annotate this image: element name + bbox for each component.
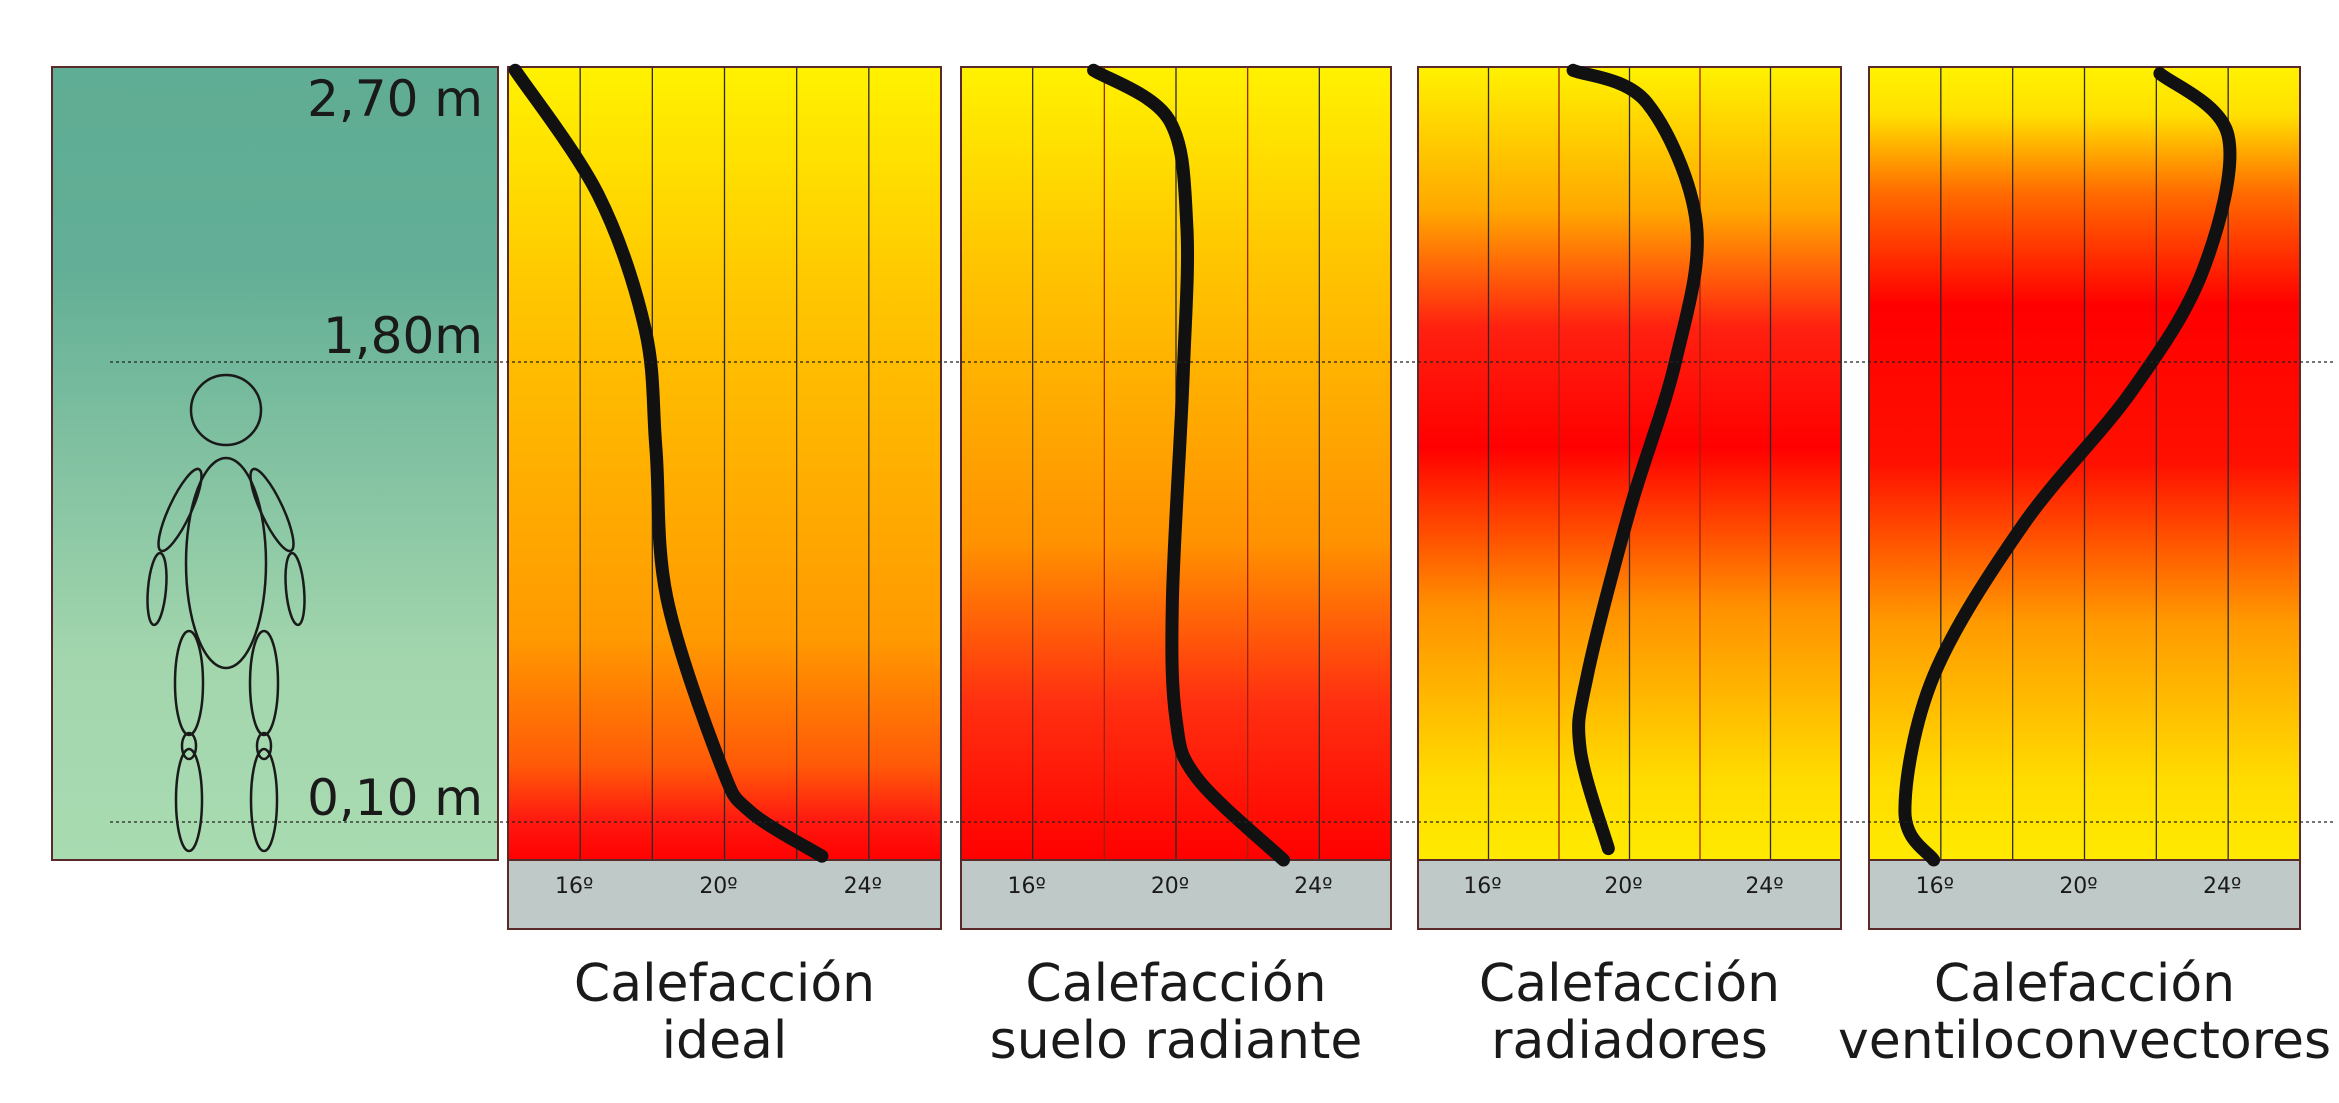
x-tick-label: 16º xyxy=(1916,874,1954,899)
x-axis-bar xyxy=(1417,859,1842,930)
height-reference-panel: 2,70 m 1,80m 0,10 m xyxy=(51,66,499,861)
chart-title-line2: ventiloconvectores xyxy=(1838,1011,2331,1071)
chart-title-line1: Calefacción xyxy=(1025,954,1326,1014)
x-axis-bar xyxy=(1868,859,2301,930)
chart-title-line2: radiadores xyxy=(1491,1011,1768,1071)
chart-title-line1: Calefacción xyxy=(1479,954,1780,1014)
x-tick-label: 24º xyxy=(1745,874,1783,899)
x-tick-label: 24º xyxy=(844,874,882,899)
height-label-2-70: 2,70 m xyxy=(307,70,483,128)
x-tick-label: 20º xyxy=(699,874,737,899)
x-tick-label: 20º xyxy=(1604,874,1642,899)
x-tick-label: 16º xyxy=(555,874,593,899)
height-label-0-10: 0,10 m xyxy=(307,769,483,827)
x-tick-label: 16º xyxy=(1463,874,1501,899)
x-axis-bar xyxy=(507,859,942,930)
temperature-curve xyxy=(1898,67,2237,867)
x-tick-label: 16º xyxy=(1007,874,1045,899)
temperature-curve xyxy=(1566,63,1704,856)
x-tick-label: 24º xyxy=(2203,874,2241,899)
height-label-1-80: 1,80m xyxy=(323,307,483,365)
chart-title-line2: ideal xyxy=(662,1011,788,1071)
human-figure-icon xyxy=(146,373,306,853)
x-axis-bar xyxy=(960,859,1392,930)
chart-title-line1: Calefacción xyxy=(574,954,875,1014)
x-tick-label: 20º xyxy=(1151,874,1189,899)
chart-title-line1: Calefacción xyxy=(1934,954,2235,1014)
chart-title-line2: suelo radiante xyxy=(990,1011,1363,1071)
temperature-curve xyxy=(508,63,829,863)
temperature-curve xyxy=(1087,63,1290,867)
x-tick-label: 20º xyxy=(2059,874,2097,899)
x-tick-label: 24º xyxy=(1294,874,1332,899)
